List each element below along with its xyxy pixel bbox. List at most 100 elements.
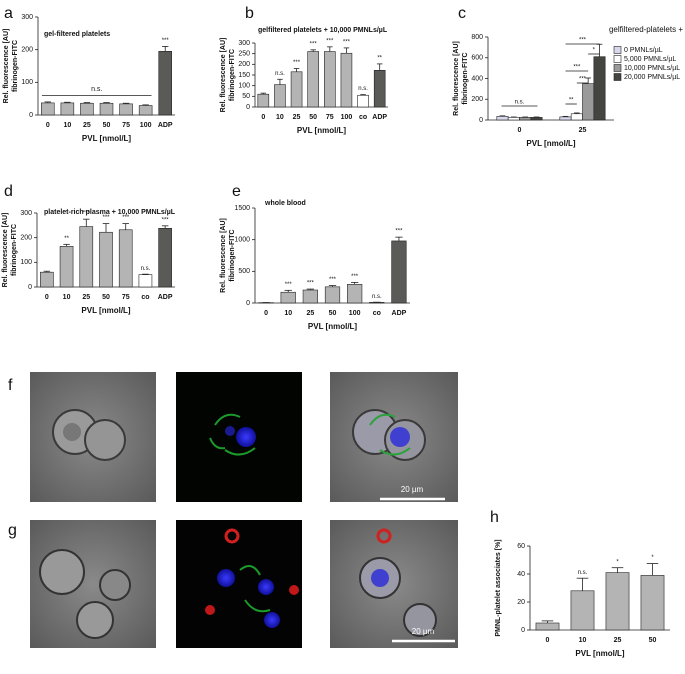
significance-label: * [616,559,619,565]
bar [392,241,407,303]
x-tick-label: 25 [306,310,314,317]
bar [536,623,559,630]
x-axis-label: PVL [nmol/L] [526,139,576,148]
x-tick-label: 100 [341,114,353,121]
y-tick-label: 150 [238,72,250,79]
y-axis-label: Rel. fluorescence [AU] [3,29,10,104]
x-tick-label: 50 [103,122,111,129]
x-tick-label: 25 [83,122,91,129]
y-tick-label: 0 [28,284,32,291]
legend-swatch [614,56,621,63]
bar [571,591,594,630]
bar [60,246,73,287]
legend-label: 20,000 PMNLs/µL [624,74,680,81]
bar [61,103,74,115]
significance-label: *** [162,38,170,44]
bracket-label: n.s. [515,100,525,106]
panel-letter: c [458,5,466,22]
significance-label: n.s. [141,266,151,272]
y-tick-label: 800 [471,34,483,41]
bar [281,292,296,303]
bar [358,95,369,107]
significance-label: *** [307,281,315,287]
significance-label: *** [310,41,318,47]
y-axis-label: fibrinogen-FITC [229,229,236,281]
x-tick-label: 0 [261,114,265,121]
significance-label: n.s. [578,570,588,576]
chart-title: whole blood [264,200,306,207]
bracket-label: *** [573,65,581,71]
bar [531,117,542,120]
y-tick-label: 400 [471,75,483,82]
bar [308,52,319,107]
y-tick-label: 100 [238,83,250,90]
x-tick-label: 100 [140,122,152,129]
x-tick-label: 0 [46,122,50,129]
y-axis-label: Rel. fluorescence [AU] [2,213,9,288]
bracket-label: *** [579,77,587,83]
x-tick-label: 25 [614,637,622,644]
y-axis-label: fibrinogen-FITC [229,49,236,101]
y-tick-label: 1500 [234,205,250,212]
y-tick-label: 200 [20,235,32,242]
y-tick-label: 0 [521,627,525,634]
significance-label: n.s. [358,86,368,92]
micrograph-phase [30,372,156,502]
significance-label: *** [326,38,334,44]
x-tick-label: 10 [579,637,587,644]
x-tick-label: ADP [158,294,173,301]
x-axis-label: PVL [nmol/L] [81,306,131,315]
x-tick-label: 0 [546,637,550,644]
significance-label: *** [395,229,403,235]
significance-label: *** [293,60,301,66]
y-tick-label: 0 [246,104,250,111]
x-axis-label: PVL [nmol/L] [308,322,358,331]
x-tick-label: ADP [372,114,387,121]
legend-swatch [614,74,621,81]
panel-letter: g [8,522,17,539]
y-tick-label: 50 [242,93,250,100]
y-axis-label: fibrinogen-FITC [11,224,18,276]
x-tick-label: 100 [349,310,361,317]
bar [520,117,531,120]
x-tick-label: 75 [122,294,130,301]
bar [594,57,605,120]
y-tick-label: 200 [21,47,33,54]
y-tick-label: 600 [471,55,483,62]
significance-label: *** [162,217,170,223]
significance-label: *** [122,215,130,221]
bar [41,103,54,115]
bar [159,51,172,115]
bar [291,72,302,107]
x-tick-label: ADP [392,310,407,317]
bar [641,575,664,630]
y-axis-label: fibrinogen-FITC [12,40,19,92]
y-axis-label: fibrinogen-FITC [462,52,469,104]
bar [120,104,133,115]
scale-bar-label: 20 µm [412,627,435,636]
bracket-label: *** [579,38,587,44]
bracket-label: * [593,48,596,54]
significance-label: *** [329,277,337,283]
y-tick-label: 500 [238,268,250,275]
y-tick-label: 300 [21,14,33,21]
bar [274,85,285,107]
x-tick-label: 25 [82,294,90,301]
y-tick-label: 200 [471,96,483,103]
bar [40,272,53,287]
bar [341,53,352,107]
x-tick-label: 0 [518,127,522,134]
x-tick-label: 50 [329,310,337,317]
legend-label: 0 PMNLs/µL [624,47,663,54]
bar [100,103,113,115]
bar [571,114,582,120]
y-tick-label: 0 [479,117,483,124]
micrograph-overlay: 20 µm [330,520,458,648]
bar [583,84,594,120]
panel-letter: e [232,183,241,200]
y-tick-label: 20 [517,599,525,606]
legend-swatch [614,47,621,54]
x-axis-label: PVL [nmol/L] [82,134,132,143]
bar [80,103,93,115]
x-tick-label: 25 [579,127,587,134]
